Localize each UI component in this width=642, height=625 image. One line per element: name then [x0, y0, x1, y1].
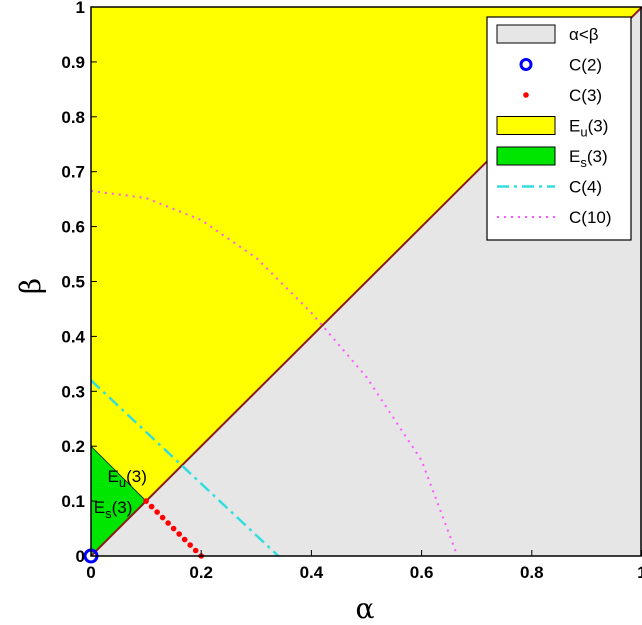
legend-label-1: C(2)	[569, 56, 602, 75]
annotation-label-main-1: E	[94, 498, 105, 517]
annotation-label-suffix-1: (3)	[112, 498, 133, 517]
y-tick-label-7: 0.7	[61, 163, 85, 182]
y-tick-label-1: 0.1	[61, 492, 85, 511]
annotations: Eu(3)Es(3)	[94, 467, 147, 521]
c10-line	[90, 189, 459, 557]
c3-point-7	[181, 536, 188, 543]
y-tick-label-8: 0.8	[61, 108, 85, 127]
legend-label-suffix-4: (3)	[587, 147, 608, 166]
es-boundary-line	[90, 445, 147, 502]
plot-frame	[90, 6, 642, 557]
c3-point-1	[148, 503, 155, 510]
c3-point-5	[170, 525, 177, 532]
tick-labels: 0 0.2 0.4 0.6 0.8 1 0 0.1 0.2 0.3 0.4 0.5 0.6 0.7 0.8 0…	[61, 0, 642, 582]
legend: α<βC(2)C(3)Eu(3)Es(3)C(4)C(10)	[486, 16, 632, 241]
y-tick-label-6: 0.6	[61, 218, 85, 237]
c3-point-8	[187, 542, 193, 548]
annotation-label-sub-1: s	[105, 506, 112, 521]
c3-point-9	[192, 547, 199, 554]
c3-point-2	[154, 509, 160, 515]
annotation-label-suffix-0: (3)	[126, 467, 147, 486]
legend-swatch-4	[496, 146, 556, 166]
x-axis-label: α	[356, 592, 375, 625]
y-axis-label: β	[14, 278, 47, 294]
c4-line	[90, 379, 280, 557]
legend-swatch-0	[496, 24, 556, 44]
legend-label-2: C(3)	[569, 86, 602, 105]
y-tick-label-10: 1	[76, 0, 85, 17]
c3-point-4	[165, 520, 171, 526]
legend-swatch-3	[496, 116, 556, 135]
annotation-label-1: Es(3)	[94, 498, 133, 521]
legend-label-3: Eu(3)	[569, 117, 608, 140]
annotation-label-0: Eu(3)	[108, 467, 147, 490]
x-tick-label-2: 0.4	[300, 563, 324, 582]
x-tick-label-4: 0.8	[520, 563, 544, 582]
annotation-label-main-0: E	[108, 467, 119, 486]
c3-point-0	[143, 498, 149, 504]
x-tick-label-1: 0.2	[189, 563, 213, 582]
legend-label-0: α<β	[569, 25, 599, 44]
legend-label-main-4: E	[569, 147, 580, 166]
x-tick-label-5: 1	[637, 563, 642, 582]
series-layer	[83, 189, 459, 564]
legend-label-5: C(4)	[569, 178, 602, 197]
region-es3	[91, 446, 147, 556]
y-tick-label-3: 0.3	[61, 382, 85, 401]
c3-point-3	[159, 514, 166, 521]
legend-swatch-2	[523, 92, 529, 98]
annotation-label-sub-0: u	[119, 475, 126, 490]
legend-label-suffix-3: (3)	[588, 117, 609, 136]
legend-label-main-3: E	[569, 117, 580, 136]
x-tick-label-0: 0	[86, 563, 95, 582]
y-tick-label-2: 0.2	[61, 437, 85, 456]
y-tick-label-9: 0.9	[61, 53, 85, 72]
x-tick-label-3: 0.6	[410, 563, 434, 582]
legend-label-sub-3: u	[580, 125, 587, 140]
y-tick-label-4: 0.4	[61, 327, 85, 346]
legend-label-4: Es(3)	[569, 147, 608, 170]
legend-swatch-1	[519, 58, 533, 71]
c3-point-6	[176, 531, 182, 537]
legend-label-sub-4: s	[580, 155, 587, 170]
legend-label-6: C(10)	[569, 208, 612, 227]
y-tick-label-0: 0	[76, 547, 85, 566]
y-tick-label-5: 0.5	[61, 273, 85, 292]
